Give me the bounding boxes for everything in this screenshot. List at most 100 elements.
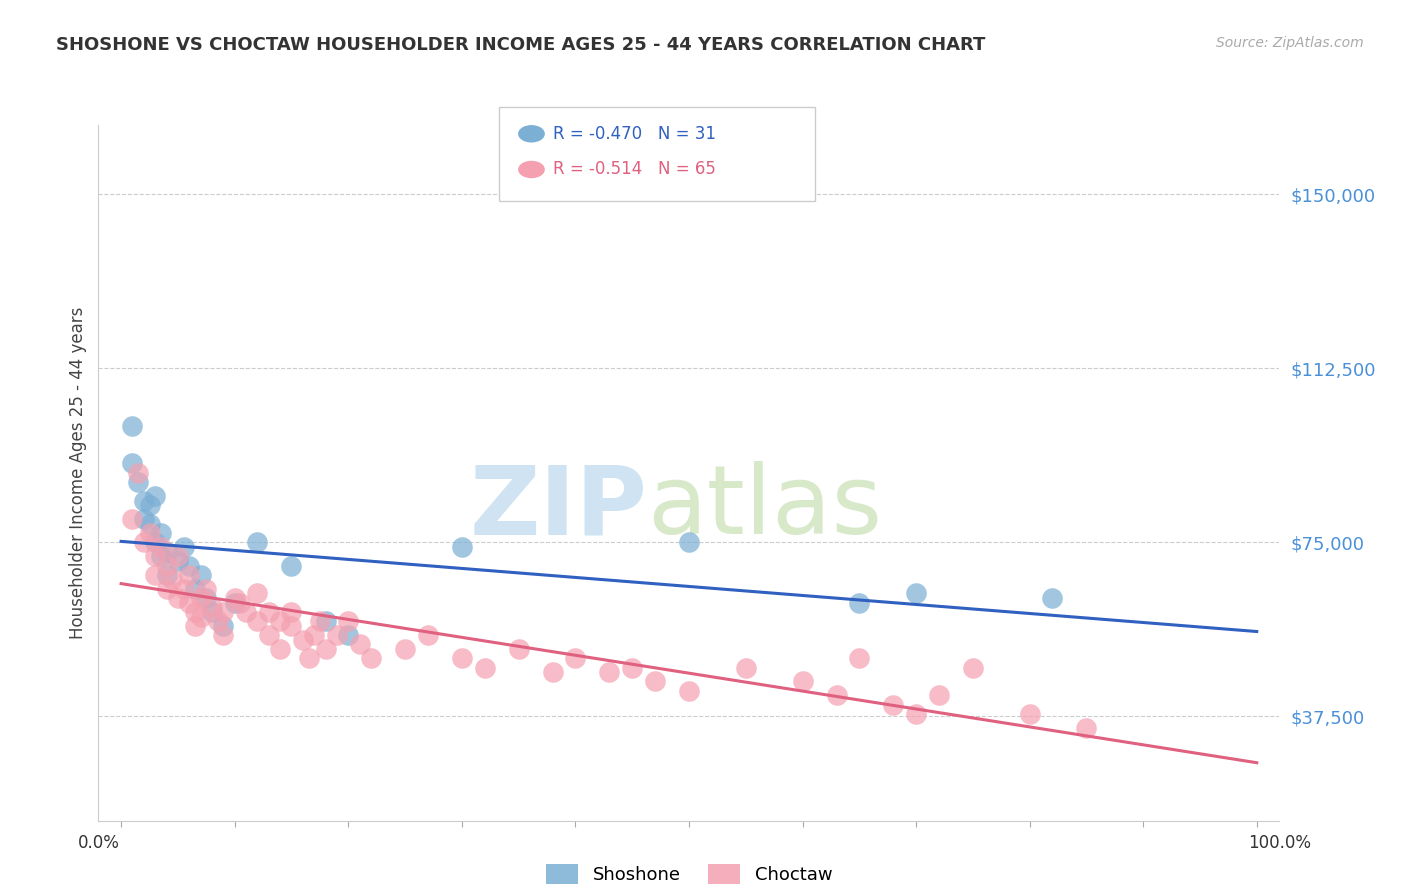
Point bbox=[308, 614, 332, 628]
Point bbox=[121, 457, 143, 471]
Text: 100.0%: 100.0% bbox=[1249, 834, 1310, 852]
Point bbox=[155, 582, 177, 596]
Point bbox=[315, 614, 337, 628]
Point bbox=[280, 619, 302, 633]
Point bbox=[132, 512, 155, 526]
Point bbox=[167, 591, 190, 605]
Text: SHOSHONE VS CHOCTAW HOUSEHOLDER INCOME AGES 25 - 44 YEARS CORRELATION CHART: SHOSHONE VS CHOCTAW HOUSEHOLDER INCOME A… bbox=[56, 36, 986, 54]
Point bbox=[132, 493, 155, 508]
Point bbox=[848, 596, 870, 610]
Point bbox=[162, 573, 183, 587]
Point bbox=[905, 706, 928, 721]
Point bbox=[302, 628, 325, 642]
Point bbox=[1076, 721, 1098, 735]
Point bbox=[337, 628, 360, 642]
Point bbox=[184, 619, 207, 633]
Point bbox=[257, 605, 280, 619]
Point bbox=[541, 665, 564, 680]
Point bbox=[155, 567, 177, 582]
Point bbox=[280, 605, 302, 619]
Text: ZIP: ZIP bbox=[470, 461, 648, 554]
Point bbox=[138, 526, 160, 541]
Text: R = -0.470   N = 31: R = -0.470 N = 31 bbox=[553, 125, 716, 143]
Point bbox=[792, 674, 814, 689]
Point bbox=[229, 596, 252, 610]
Text: atlas: atlas bbox=[648, 461, 883, 554]
Point bbox=[179, 596, 201, 610]
Point bbox=[212, 628, 235, 642]
Point bbox=[143, 567, 166, 582]
Point bbox=[184, 605, 207, 619]
Point bbox=[678, 683, 700, 698]
Point bbox=[450, 651, 472, 665]
Point bbox=[416, 628, 439, 642]
Point bbox=[678, 535, 700, 549]
Point bbox=[474, 660, 496, 674]
Point bbox=[825, 689, 848, 703]
Point bbox=[291, 632, 314, 647]
Point bbox=[246, 535, 269, 549]
Point bbox=[201, 600, 224, 615]
Point bbox=[190, 567, 212, 582]
Point bbox=[207, 614, 229, 628]
Point bbox=[121, 512, 143, 526]
Point bbox=[167, 554, 190, 568]
Point bbox=[508, 642, 530, 657]
Point bbox=[190, 591, 212, 605]
Point bbox=[190, 609, 212, 624]
Point bbox=[138, 498, 160, 512]
Point bbox=[848, 651, 870, 665]
Point bbox=[201, 605, 224, 619]
Point bbox=[224, 591, 246, 605]
Point bbox=[149, 540, 172, 554]
Point bbox=[127, 466, 149, 480]
Text: Source: ZipAtlas.com: Source: ZipAtlas.com bbox=[1216, 36, 1364, 50]
Point bbox=[212, 605, 235, 619]
Point bbox=[132, 535, 155, 549]
Point bbox=[138, 516, 160, 531]
Point bbox=[315, 642, 337, 657]
Point bbox=[882, 698, 904, 712]
Point bbox=[269, 614, 291, 628]
Point bbox=[450, 540, 472, 554]
Point bbox=[212, 619, 235, 633]
Point bbox=[173, 582, 195, 596]
Point bbox=[246, 586, 269, 600]
Point bbox=[269, 642, 291, 657]
Point bbox=[349, 637, 371, 651]
Point bbox=[179, 567, 201, 582]
Point bbox=[149, 549, 172, 564]
Point bbox=[143, 489, 166, 503]
Point bbox=[962, 660, 984, 674]
Point bbox=[179, 558, 201, 573]
Point bbox=[337, 614, 360, 628]
Point bbox=[173, 540, 195, 554]
Point bbox=[257, 628, 280, 642]
Point bbox=[621, 660, 644, 674]
Point bbox=[121, 419, 143, 434]
Point bbox=[224, 596, 246, 610]
Point bbox=[1018, 706, 1040, 721]
Point bbox=[143, 549, 166, 564]
Point bbox=[598, 665, 620, 680]
Point bbox=[928, 689, 950, 703]
Point bbox=[149, 526, 172, 541]
Point bbox=[235, 605, 257, 619]
Point bbox=[155, 558, 177, 573]
Point bbox=[195, 582, 218, 596]
Point bbox=[127, 475, 149, 489]
Point bbox=[195, 591, 218, 605]
Point bbox=[1040, 591, 1063, 605]
Point bbox=[394, 642, 416, 657]
Point bbox=[734, 660, 756, 674]
Legend: Shoshone, Choctaw: Shoshone, Choctaw bbox=[538, 856, 839, 892]
Point bbox=[155, 544, 177, 558]
Point bbox=[644, 674, 666, 689]
Text: R = -0.514   N = 65: R = -0.514 N = 65 bbox=[553, 161, 716, 178]
Point bbox=[246, 614, 269, 628]
Point bbox=[143, 535, 166, 549]
Y-axis label: Householder Income Ages 25 - 44 years: Householder Income Ages 25 - 44 years bbox=[69, 307, 87, 639]
Point bbox=[905, 586, 928, 600]
Point bbox=[280, 558, 302, 573]
Point bbox=[297, 651, 319, 665]
